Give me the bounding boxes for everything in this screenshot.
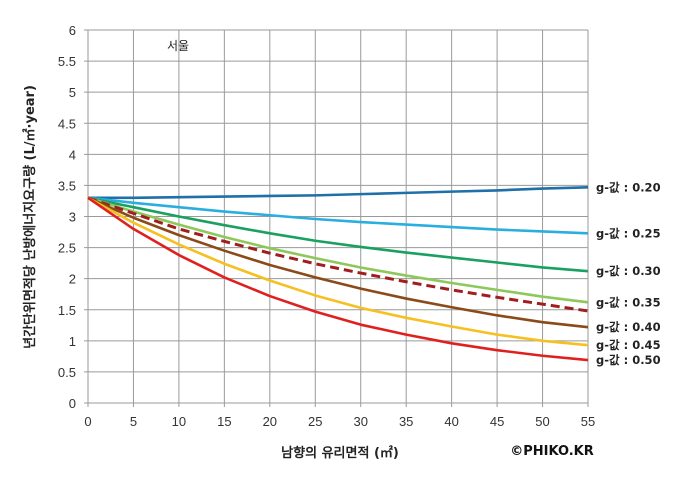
y-tick-label: 4.5 — [58, 116, 76, 131]
series-line — [87, 196, 589, 362]
tick-labels: 0 0.5 1 1.5 2 2.5 3 3.5 4 4.5 5 5.5 6 0 5 10 15 20 25 30 35 4… — [58, 23, 595, 429]
series-line — [88, 185, 589, 200]
series-line — [87, 196, 589, 235]
y-tick-label: 4 — [69, 147, 76, 162]
series-label: g-값 : 0.20 — [596, 180, 661, 194]
series-line — [87, 196, 589, 313]
y-tick-label: 6 — [69, 23, 76, 38]
y-tick-label: 3.5 — [58, 178, 76, 193]
series-label: g-값 : 0.40 — [596, 320, 661, 334]
y-tick-label: 0.5 — [58, 365, 76, 380]
series-line — [87, 196, 589, 329]
chart-title: 서울 — [167, 39, 189, 53]
x-tick-label: 15 — [217, 414, 231, 429]
y-tick-label: 2.5 — [58, 241, 76, 256]
y-tick-label: 5.5 — [58, 54, 76, 69]
x-tick-label: 20 — [263, 414, 277, 429]
series-label: g-값 : 0.50 — [596, 353, 661, 367]
x-tick-label: 30 — [353, 414, 367, 429]
x-tick-label: 10 — [172, 414, 186, 429]
x-axis-title: 남향의 유리면적 (㎡) — [281, 445, 399, 461]
series-label: g-값 : 0.25 — [596, 226, 661, 240]
y-axis-title: 년간단위면적당 난방에너지요구량 (L/㎡·year) — [22, 85, 38, 349]
watermark: ©PHIKO.KR — [510, 444, 594, 459]
series-label: g-값 : 0.30 — [596, 264, 661, 278]
x-tick-label: 25 — [308, 414, 322, 429]
series-labels: g-값 : 0.20 g-값 : 0.25 g-값 : 0.30 g-값 : 0.35… — [596, 180, 661, 367]
y-tick-label: 1.5 — [58, 303, 76, 318]
series-label: g-값 : 0.45 — [596, 338, 661, 352]
series-lines — [87, 185, 589, 362]
x-tick-label: 50 — [535, 414, 549, 429]
x-tick-label: 35 — [399, 414, 413, 429]
x-tick-label: 0 — [84, 414, 91, 429]
y-tick-label: 1 — [69, 334, 76, 349]
x-tick-label: 45 — [490, 414, 504, 429]
y-tick-label: 0 — [69, 396, 76, 411]
series-line — [87, 196, 589, 273]
series-label: g-값 : 0.35 — [596, 295, 661, 309]
y-tick-label: 3 — [69, 210, 76, 225]
x-tick-label: 40 — [444, 414, 458, 429]
series-line — [87, 196, 589, 347]
x-tick-label: 5 — [130, 414, 137, 429]
series-line — [87, 196, 589, 304]
x-tick-label: 55 — [581, 414, 595, 429]
y-tick-label: 5 — [69, 85, 76, 100]
y-tick-label: 2 — [69, 272, 76, 287]
